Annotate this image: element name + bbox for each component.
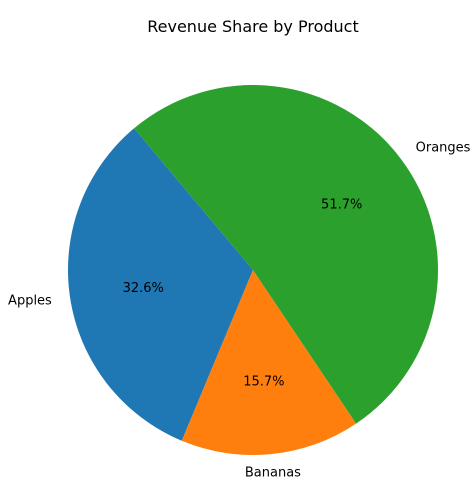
- pie-slice-bananas: [181, 270, 357, 456]
- pie-slice-oranges: [134, 85, 438, 424]
- slice-pct-oranges: 51.7%: [321, 197, 362, 212]
- slice-label-apples: Apples: [8, 294, 52, 309]
- slice-label-oranges: Oranges: [416, 141, 471, 156]
- slice-pct-apples: 32.6%: [123, 281, 164, 296]
- slice-label-bananas: Bananas: [245, 466, 301, 481]
- slice-pct-bananas: 15.7%: [243, 374, 284, 389]
- chart-title: Revenue Share by Product: [147, 17, 358, 36]
- pie-slice-apples: [67, 128, 253, 441]
